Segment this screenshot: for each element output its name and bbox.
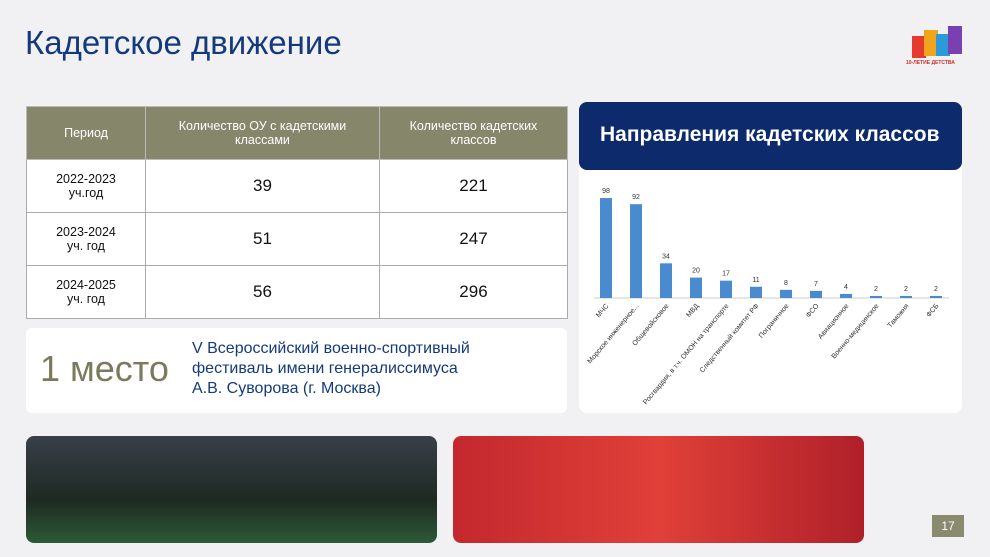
category-label: Следственный комитет РФ bbox=[698, 302, 760, 374]
category-label: МВД bbox=[685, 303, 700, 319]
schools-cell: 56 bbox=[145, 265, 380, 319]
award-line: V Всероссийский военно-спортивный bbox=[192, 340, 470, 357]
bar bbox=[900, 295, 912, 298]
table-header: Период bbox=[26, 106, 146, 160]
value-label: 11 bbox=[752, 277, 759, 284]
photo-ball bbox=[453, 436, 864, 543]
bar bbox=[660, 263, 672, 298]
stats-table: Период Количество ОУ с кадетскими классам… bbox=[26, 106, 569, 319]
period-text: 2023-2024 bbox=[56, 225, 116, 239]
schools-cell: 39 bbox=[145, 159, 380, 213]
table-row: 2023-2024 уч. год 51 247 bbox=[26, 212, 569, 266]
period-text: уч. год bbox=[67, 292, 105, 306]
bar bbox=[750, 286, 762, 298]
bar bbox=[630, 204, 642, 298]
bar bbox=[780, 289, 792, 298]
table-row: 2022-2023 уч.год 39 221 bbox=[26, 159, 569, 213]
period-cell: 2023-2024 уч. год bbox=[26, 212, 146, 266]
bar bbox=[810, 290, 822, 298]
value-label: 4 bbox=[844, 284, 848, 291]
category-label: Авиационное bbox=[817, 303, 850, 341]
period-text: 2024-2025 bbox=[56, 278, 116, 292]
category-label: Пограничное bbox=[758, 303, 791, 340]
bar bbox=[930, 295, 942, 298]
value-label: 2 bbox=[934, 286, 938, 293]
category-label: ФСО bbox=[805, 302, 821, 319]
category-label: Таможня bbox=[887, 303, 911, 330]
classes-cell: 247 bbox=[378, 212, 569, 266]
period-cell: 2022-2023 уч.год bbox=[26, 159, 146, 213]
period-text: 2022-2023 bbox=[56, 172, 116, 186]
logo-text: 10-ЛЕТИЕ ДЕТСТВА bbox=[906, 60, 955, 66]
award-line: фестиваль имени генералиссимуса bbox=[192, 360, 458, 377]
period-text: уч. год bbox=[67, 239, 105, 253]
award-block: 1 место V Всероссийский военно-спортивны… bbox=[26, 328, 567, 413]
slide-title: Кадетское движение bbox=[25, 24, 342, 61]
category-label: Морское инженерное... bbox=[587, 303, 641, 365]
value-label: 2 bbox=[904, 286, 908, 293]
period-cell: 2024-2025 уч. год bbox=[26, 265, 146, 319]
award-place: 1 место bbox=[40, 348, 169, 389]
value-label: 92 bbox=[632, 194, 640, 201]
schools-cell: 51 bbox=[145, 212, 380, 266]
bar bbox=[690, 277, 702, 298]
chart-title: Направления кадетских классов bbox=[600, 123, 940, 146]
page-number: 17 bbox=[932, 515, 964, 537]
value-label: 17 bbox=[722, 271, 730, 278]
classes-cell: 221 bbox=[378, 159, 569, 213]
bar bbox=[840, 293, 852, 298]
value-label: 8 bbox=[784, 280, 788, 287]
category-label: ФСБ bbox=[926, 302, 941, 318]
award-text: V Всероссийский военно-спортивный фестива… bbox=[192, 339, 470, 399]
bar bbox=[870, 295, 882, 298]
photo-award bbox=[26, 436, 437, 543]
value-label: 2 bbox=[874, 286, 878, 293]
value-label: 20 bbox=[692, 268, 700, 275]
period-text: уч.год bbox=[68, 186, 104, 200]
award-line: А.В. Суворова (г. Москва) bbox=[192, 380, 381, 397]
value-label: 34 bbox=[662, 253, 670, 260]
bar bbox=[720, 280, 732, 298]
category-label: МЧС bbox=[595, 303, 610, 319]
chart-title-box bbox=[579, 102, 962, 170]
table-header: Количество ОУ с кадетскими классами bbox=[145, 106, 380, 160]
table-row: 2024-2025 уч. год 56 296 bbox=[26, 265, 569, 319]
logo bbox=[912, 26, 962, 58]
bar bbox=[600, 198, 612, 298]
value-label: 7 bbox=[814, 281, 818, 288]
classes-cell: 296 bbox=[378, 265, 569, 319]
value-label: 98 bbox=[602, 188, 610, 195]
table-header: Количество кадетских классов bbox=[378, 106, 569, 160]
